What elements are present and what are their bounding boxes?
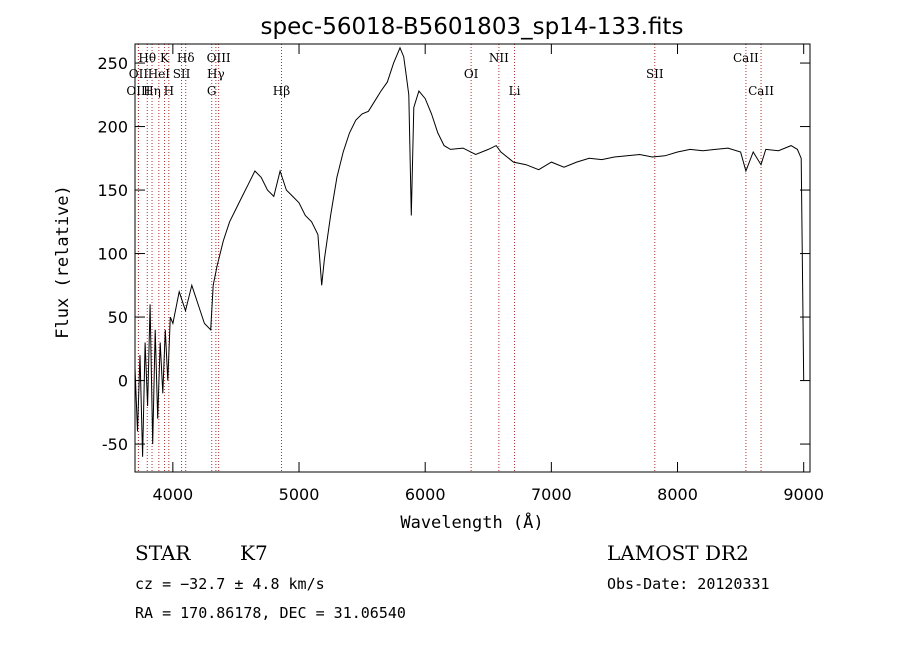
- spectral-line-label: OI: [464, 67, 479, 81]
- x-tick-label: 4000: [152, 485, 193, 504]
- spectral-line-markers: [137, 44, 762, 472]
- x-tick-label: 7000: [531, 485, 572, 504]
- spectral-line-label: Hγ: [207, 67, 225, 81]
- spectral-line-label: H: [164, 84, 174, 98]
- object-class: STAR: [135, 541, 191, 565]
- y-tick-label: 250: [97, 54, 128, 73]
- spectral-line-label: Hη: [143, 84, 161, 98]
- x-tick-label: 5000: [279, 485, 320, 504]
- x-tick-label: 8000: [657, 485, 698, 504]
- spectral-line-label: Hβ: [273, 84, 290, 98]
- y-tick-label: 50: [108, 308, 128, 327]
- y-tick-label: 150: [97, 181, 128, 200]
- survey-label: LAMOST DR2: [607, 541, 749, 565]
- x-tick-label: 6000: [405, 485, 446, 504]
- y-tick-label: -50: [102, 435, 128, 454]
- chart-title: spec-56018-B5601803_sp14-133.fits: [261, 14, 684, 40]
- y-tick-label: 200: [97, 118, 128, 137]
- x-tick-label: 9000: [783, 485, 824, 504]
- spectrum-series-line: [134, 46, 805, 457]
- spectral-line-label: G: [207, 84, 217, 98]
- y-tick-label: 100: [97, 245, 128, 264]
- y-axis-label: Flux (relative): [53, 185, 73, 339]
- spectral-line-label: K: [160, 51, 170, 65]
- plot-frame: [134, 43, 811, 473]
- obs-date: Obs-Date: 20120331: [607, 575, 770, 593]
- redshift-text: cz = −32.7 ± 4.8 km/s: [135, 575, 325, 593]
- spectral-line-label: CaII: [733, 51, 759, 65]
- coordinates-text: RA = 170.86178, DEC = 31.06540: [135, 604, 406, 622]
- spectral-line-label: Hδ: [177, 51, 195, 65]
- spectral-line-label: Li: [509, 84, 521, 98]
- x-axis-ticks: 4000 5000 6000 7000 8000 9000: [152, 44, 824, 504]
- spectral-line-label: OIII: [126, 84, 150, 98]
- spectral-line-label: NII: [489, 51, 509, 65]
- spectral-line-label: SII: [173, 67, 191, 81]
- subclass: K7: [240, 541, 268, 565]
- x-axis-label: Wavelength (Å): [400, 511, 543, 533]
- spectral-line-label: SII: [646, 67, 664, 81]
- spectral-line-label: CaII: [748, 84, 774, 98]
- spectral-line-label: OII: [129, 67, 149, 81]
- spectral-line-label: OIII: [207, 51, 231, 65]
- spectral-line-label: HeI: [148, 67, 171, 81]
- y-axis-ticks: -50 0 50 100 150 200 250: [97, 54, 810, 454]
- y-tick-label: 0: [118, 372, 128, 391]
- spectral-line-label: Hθ: [138, 51, 156, 65]
